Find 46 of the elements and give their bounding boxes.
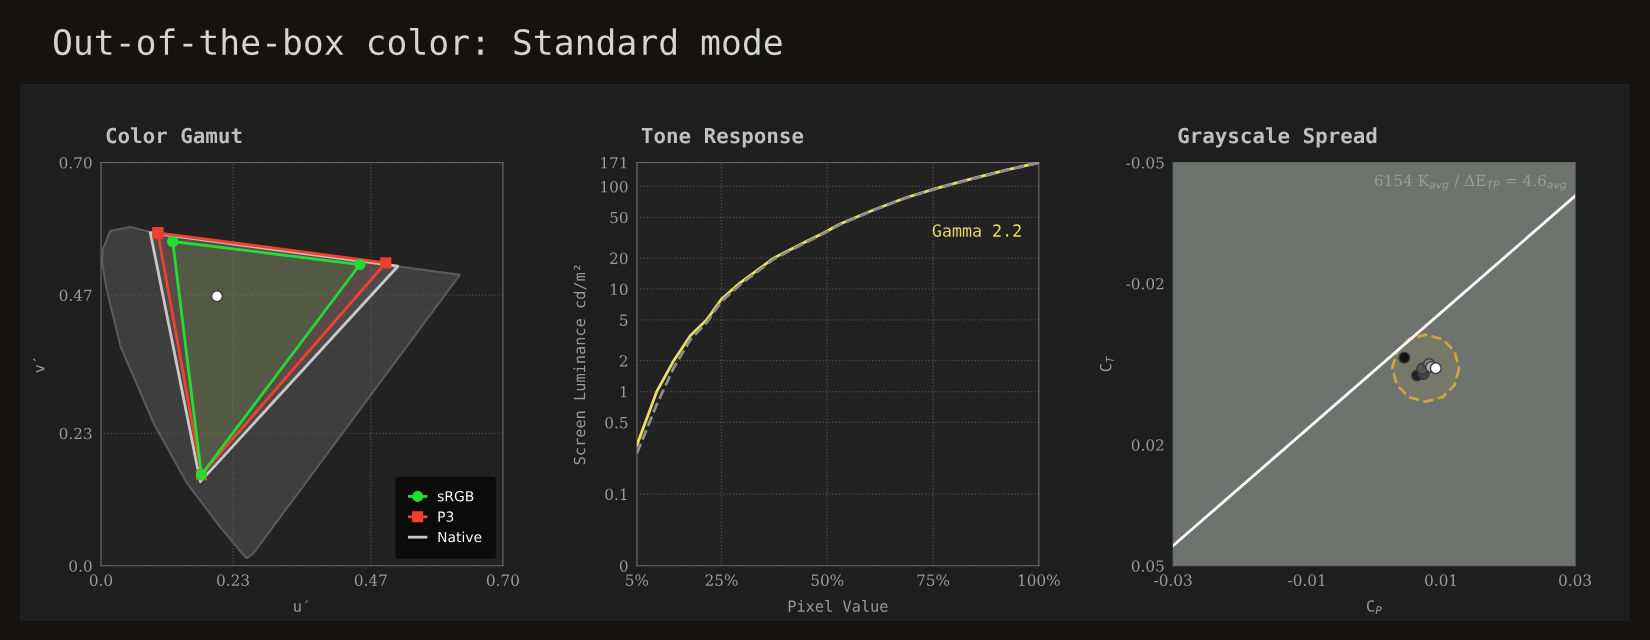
legend-label: Native [438, 531, 482, 543]
x-tick-label: 50% [811, 574, 844, 586]
x-tick-label: 0.01 [1425, 574, 1456, 586]
x-tick-label: 0.23 [217, 574, 249, 586]
y-tick-label: 0.0 [69, 560, 92, 572]
y-tick-label: 10 [610, 283, 628, 296]
y-tick-label: 0.70 [59, 157, 92, 169]
x-tick-label: 100% [1018, 574, 1060, 586]
y-tick-label: 0 [619, 560, 628, 572]
chart-title: Grayscale Spread [1178, 127, 1377, 148]
x-axis-title: u′ [294, 600, 308, 612]
y-tick-label: 0.02 [1131, 439, 1164, 451]
y-tick-label: 5 [620, 314, 628, 326]
series-label: Gamma 2.2 [932, 224, 1021, 237]
y-tick-label: 0.5 [605, 416, 628, 429]
y-axis-title: C$_{T}$ [1099, 355, 1114, 372]
chart-title: Tone Response [641, 127, 804, 148]
chart-title: Color Gamut [106, 127, 242, 144]
x-tick-label: 25% [705, 574, 738, 586]
x-tick-label: 75% [917, 574, 950, 586]
x-axis-title: Pixel Value [788, 599, 888, 612]
y-tick-label: 50 [610, 211, 628, 224]
y-tick-label: 1 [620, 386, 627, 398]
legend-label: P3 [438, 511, 454, 522]
x-tick-label: 0.03 [1559, 574, 1591, 586]
x-tick-label: 0.47 [354, 574, 387, 586]
x-tick-label: 0.0 [89, 574, 113, 586]
y-axis-title: v′ [33, 358, 45, 373]
x-tick-label: -0.03 [1154, 574, 1192, 586]
y-tick-label: -0.02 [1126, 277, 1164, 290]
x-tick-label: 5% [626, 574, 649, 586]
x-tick-label: -0.01 [1288, 574, 1325, 586]
y-tick-label: 0.23 [59, 427, 92, 440]
y-tick-label: 2 [619, 355, 628, 367]
text: Out-of-the-box color: Standard mode [53, 28, 782, 56]
y-tick-label: 0.1 [605, 488, 627, 501]
y-tick-label: 0.47 [59, 289, 92, 302]
legend-label: sRGB [437, 490, 474, 502]
y-tick-label: -0.05 [1126, 157, 1164, 169]
y-tick-label: 0.05 [1131, 560, 1164, 572]
x-tick-label: 0.70 [486, 574, 519, 586]
x-axis-title: C$_{P}$ [1366, 600, 1382, 615]
y-axis-title: Screen Luminance cd/m² [573, 265, 587, 465]
y-tick-label: 100 [601, 180, 628, 193]
y-tick-label: 171 [601, 157, 627, 169]
y-tick-label: 20 [610, 252, 628, 265]
